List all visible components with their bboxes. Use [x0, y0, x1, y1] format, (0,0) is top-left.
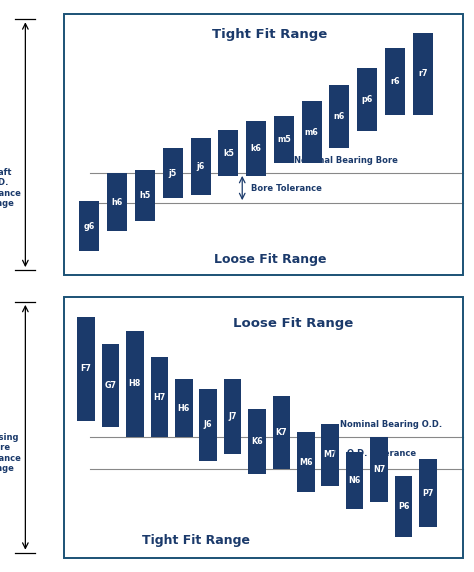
Text: H6: H6 — [178, 404, 190, 412]
Text: J6: J6 — [204, 420, 212, 429]
Bar — [219, 130, 238, 176]
Bar — [395, 475, 412, 537]
Bar — [357, 68, 377, 132]
Text: F7: F7 — [81, 364, 91, 374]
Text: j5: j5 — [169, 169, 177, 177]
Text: Loose Fit Range: Loose Fit Range — [234, 317, 354, 331]
Bar — [385, 48, 405, 115]
Bar — [321, 424, 339, 486]
Bar — [151, 358, 168, 437]
Text: n6: n6 — [334, 112, 345, 121]
Text: g6: g6 — [84, 222, 95, 231]
Text: N6: N6 — [348, 476, 361, 485]
Text: P6: P6 — [398, 502, 409, 511]
Text: Housing
Bore
Tolerance
Range: Housing Bore Tolerance Range — [0, 433, 22, 473]
Text: r7: r7 — [418, 69, 428, 78]
Text: Shaft
O.D.
Tolerance
Range: Shaft O.D. Tolerance Range — [0, 168, 22, 208]
Text: G7: G7 — [104, 381, 117, 390]
Text: j6: j6 — [196, 162, 205, 171]
Bar — [163, 148, 183, 198]
Bar — [370, 437, 388, 502]
Bar — [413, 33, 433, 115]
Text: K7: K7 — [275, 428, 287, 437]
Bar — [301, 101, 322, 163]
Text: H7: H7 — [153, 393, 165, 402]
Text: h5: h5 — [139, 191, 151, 200]
Text: H8: H8 — [128, 379, 141, 388]
Bar — [248, 409, 266, 474]
Bar — [297, 432, 315, 492]
Bar — [107, 173, 127, 231]
Text: r6: r6 — [390, 77, 400, 86]
Bar — [273, 396, 290, 469]
Bar — [329, 85, 349, 148]
Text: k6: k6 — [251, 144, 262, 153]
Text: N7: N7 — [373, 465, 385, 474]
Text: p6: p6 — [362, 96, 373, 104]
Text: Nominal Bearing O.D.: Nominal Bearing O.D. — [340, 420, 442, 429]
Text: Loose Fit Range: Loose Fit Range — [214, 253, 326, 266]
Bar — [80, 201, 100, 251]
Text: m6: m6 — [305, 128, 319, 137]
Text: Tight Fit Range: Tight Fit Range — [142, 534, 250, 547]
Bar — [246, 121, 266, 176]
Text: Tight Fit Range: Tight Fit Range — [212, 28, 328, 41]
Bar — [101, 344, 119, 427]
Bar — [175, 379, 192, 437]
Text: Bore Tolerance: Bore Tolerance — [251, 184, 321, 193]
Text: P7: P7 — [422, 488, 434, 498]
Text: m5: m5 — [277, 135, 291, 144]
Text: k5: k5 — [223, 149, 234, 157]
Bar — [135, 170, 155, 221]
Text: Nominal Bearing Bore: Nominal Bearing Bore — [293, 156, 398, 165]
Bar — [419, 459, 437, 527]
Bar — [126, 331, 144, 437]
Bar — [191, 138, 210, 194]
Bar — [224, 379, 241, 454]
Text: K6: K6 — [251, 437, 263, 446]
Bar — [77, 317, 95, 420]
Text: J7: J7 — [228, 412, 237, 421]
Text: O.D. Tolerance: O.D. Tolerance — [347, 449, 417, 458]
Bar — [200, 389, 217, 460]
Bar — [274, 116, 294, 163]
Text: h6: h6 — [111, 198, 123, 206]
Text: M7: M7 — [323, 450, 337, 459]
Text: M6: M6 — [299, 458, 312, 467]
Bar — [346, 452, 364, 509]
